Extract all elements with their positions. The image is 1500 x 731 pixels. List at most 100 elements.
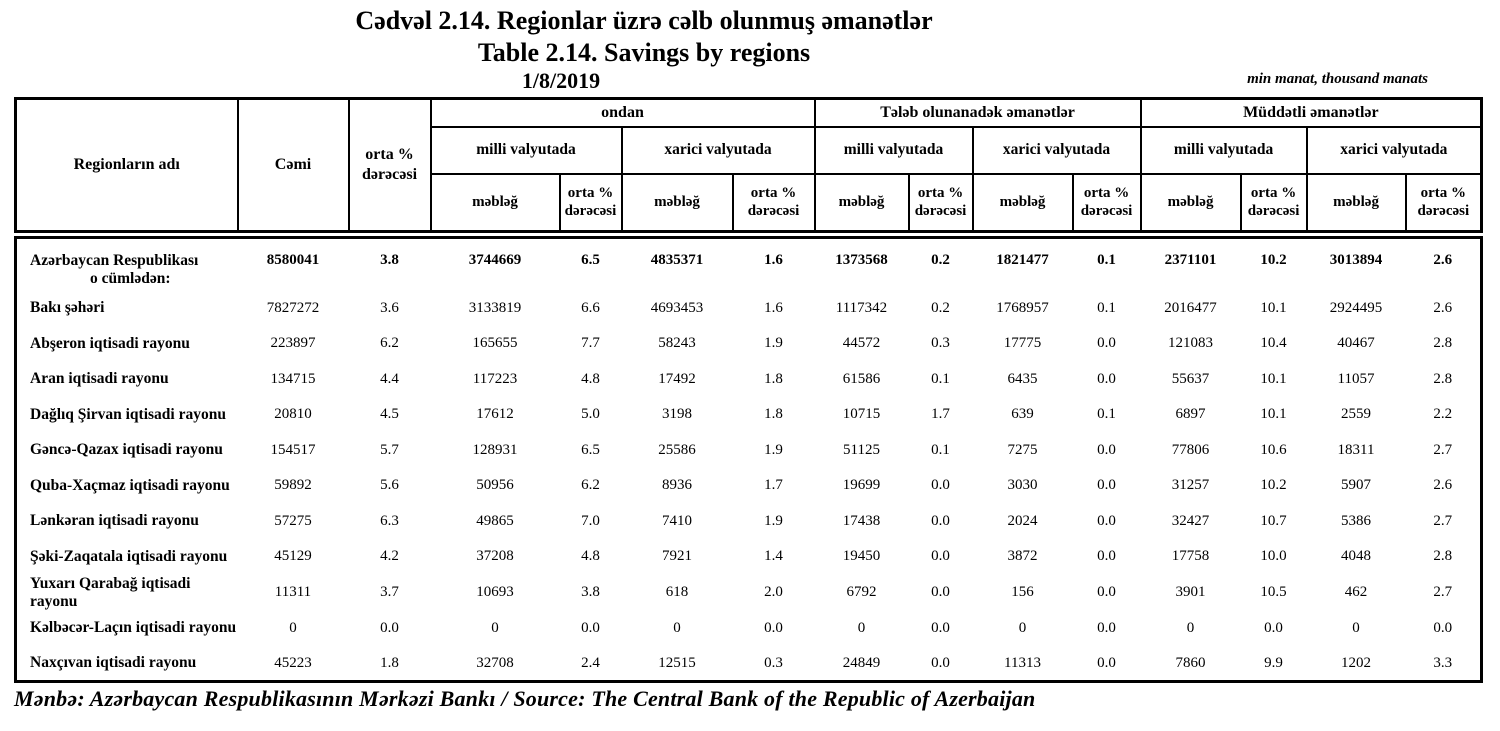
- savings-table-header: Regionların adı Cəmi orta % dərəcəsi ond…: [14, 97, 1484, 233]
- value-cell: 45223: [274, 654, 312, 671]
- table-row: Abşeron iqtisadi rayonu 223897 6.2 165655 7.…: [16, 326, 1482, 362]
- value-cell: 6.5: [581, 252, 600, 268]
- value-cell: 7275: [1007, 441, 1038, 458]
- header-group-time-deposits: Müddətli əmanətlər: [1139, 97, 1483, 128]
- table-row: Lənkəran iqtisadi rayonu 57275 6.3 49865 7.0…: [16, 504, 1482, 540]
- value-cell: 6435: [1007, 370, 1038, 387]
- region-name: Abşeron iqtisadi rayonu: [30, 334, 190, 352]
- value-cell: 17612: [476, 406, 514, 423]
- value-cell: 25586: [658, 441, 696, 458]
- value-cell: 19450: [842, 548, 881, 565]
- header-region: Regionların adı: [14, 97, 239, 233]
- header-rate: orta % dərəcəsi: [1239, 172, 1308, 233]
- value-cell: 1202: [1341, 654, 1371, 671]
- value-cell: 223897: [270, 335, 316, 352]
- value-cell: 7.7: [581, 335, 600, 352]
- savings-table-body: Azərbaycan Respublikası o cümlədən: 858004…: [14, 236, 1483, 683]
- value-cell: 2.6: [1433, 477, 1453, 494]
- value-cell: 0.0: [1097, 654, 1116, 671]
- value-cell: 61586: [842, 370, 881, 387]
- value-cell: 10.1: [1260, 299, 1287, 316]
- header-currency-national: milli valyutada: [429, 125, 623, 175]
- value-cell: 51125: [843, 441, 880, 458]
- value-cell: 2924495: [1329, 299, 1383, 316]
- value-cell: 4.4: [380, 370, 399, 387]
- value-cell: 2.7: [1433, 584, 1453, 600]
- value-cell: 11311: [274, 584, 312, 600]
- value-cell: 57275: [274, 512, 312, 529]
- value-cell: 0.0: [1097, 512, 1116, 529]
- value-cell: 1.8: [380, 654, 399, 671]
- value-cell: 5386: [1341, 512, 1371, 529]
- value-cell: 40467: [1337, 335, 1375, 352]
- region-name: Naxçıvan iqtisadi rayonu: [30, 654, 197, 671]
- header-rate: orta % dərəcəsi: [558, 172, 623, 233]
- value-cell: 11313: [1004, 654, 1041, 671]
- value-cell: 1.6: [764, 252, 783, 268]
- value-cell: 10.6: [1260, 441, 1287, 458]
- value-cell: 17758: [1171, 548, 1210, 565]
- table-row: Şəki-Zaqatala iqtisadi rayonu 45129 4.2 372…: [16, 539, 1482, 575]
- value-cell: 0.0: [1097, 370, 1116, 387]
- table-title-az: Cədvəl 2.14. Regionlar üzrə cəlb olunmuş…: [355, 6, 933, 35]
- region-name-cell: Lənkəran iqtisadi rayonu: [16, 504, 238, 540]
- header-rate: orta % dərəcəsi: [1404, 172, 1483, 233]
- region-name-cell: Kəlbəcər-Laçın iqtisadi rayonu: [16, 611, 238, 647]
- value-cell: 2024: [1007, 512, 1038, 529]
- region-name: Yuxarı Qarabağ iqtisadi rayonu: [30, 574, 191, 610]
- region-name-cell: Dağlıq Şirvan iqtisadi rayonu: [16, 397, 238, 433]
- value-cell: 17775: [1003, 335, 1042, 352]
- value-cell: 1821477: [996, 252, 1049, 268]
- value-cell: 10.4: [1260, 335, 1287, 352]
- value-cell: 0.0: [1097, 548, 1116, 565]
- report-date: 1/8/2019: [521, 68, 601, 93]
- value-cell: 7410: [662, 512, 692, 529]
- value-cell: 3872: [1007, 548, 1038, 565]
- value-cell: 1.9: [764, 335, 783, 352]
- value-cell: 0.1: [931, 441, 950, 458]
- value-cell: 134715: [270, 370, 316, 387]
- table-row: Kəlbəcər-Laçın iqtisadi rayonu 0 0.0 0 0.0 0 0…: [16, 611, 1482, 647]
- header-amount: məbləğ: [1305, 172, 1407, 233]
- value-cell: 0.1: [931, 370, 950, 387]
- value-cell: 154517: [270, 441, 316, 458]
- value-cell: 31257: [1171, 477, 1210, 494]
- value-cell: 6.2: [581, 477, 600, 494]
- value-cell: 9.9: [1264, 654, 1283, 671]
- value-cell: 2.2: [1433, 406, 1453, 423]
- value-cell: 0.0: [1433, 619, 1453, 636]
- value-cell: 8936: [662, 477, 692, 494]
- value-cell: 5.7: [380, 441, 399, 458]
- value-cell: 1.7: [764, 477, 783, 494]
- table-row: Yuxarı Qarabağ iqtisadi rayonu 11311 3.7 10…: [16, 575, 1482, 611]
- value-cell: 10.1: [1260, 370, 1287, 387]
- value-cell: 1768957: [996, 299, 1049, 316]
- header-currency-national: milli valyutada: [1139, 125, 1308, 175]
- table-row: Aran iqtisadi rayonu 134715 4.4 117223 4.8 17…: [16, 362, 1482, 398]
- value-cell: 2.7: [1433, 441, 1453, 458]
- value-cell: 12515: [658, 654, 696, 671]
- value-cell: 7827272: [266, 299, 320, 316]
- table-row: Gəncə-Qazax iqtisadi rayonu 154517 5.7 1289…: [16, 433, 1482, 469]
- value-cell: 0.0: [931, 548, 950, 565]
- region-name: Bakı şəhəri: [30, 299, 105, 317]
- value-cell: 0.0: [1264, 619, 1283, 636]
- value-cell: 1.4: [764, 548, 783, 565]
- value-cell: 1.9: [764, 512, 783, 529]
- value-cell: 1.8: [764, 406, 783, 423]
- value-cell: 3.8: [581, 584, 600, 600]
- value-cell: 0.0: [380, 619, 399, 636]
- value-cell: 10.5: [1260, 584, 1287, 600]
- value-cell: 6.2: [380, 335, 399, 352]
- region-name-cell: Quba-Xaçmaz iqtisadi rayonu: [16, 468, 238, 504]
- value-cell: 3030: [1007, 477, 1038, 494]
- region-name-cell: Aran iqtisadi rayonu: [16, 362, 238, 398]
- value-cell: 0: [1186, 619, 1195, 636]
- value-cell: 58243: [658, 335, 696, 352]
- value-cell: 2.8: [1433, 335, 1453, 352]
- header-total: Cəmi: [236, 97, 350, 233]
- header-currency-foreign: xarici valyutada: [1305, 125, 1483, 175]
- value-cell: 6792: [846, 584, 877, 600]
- value-cell: 7860: [1175, 654, 1206, 671]
